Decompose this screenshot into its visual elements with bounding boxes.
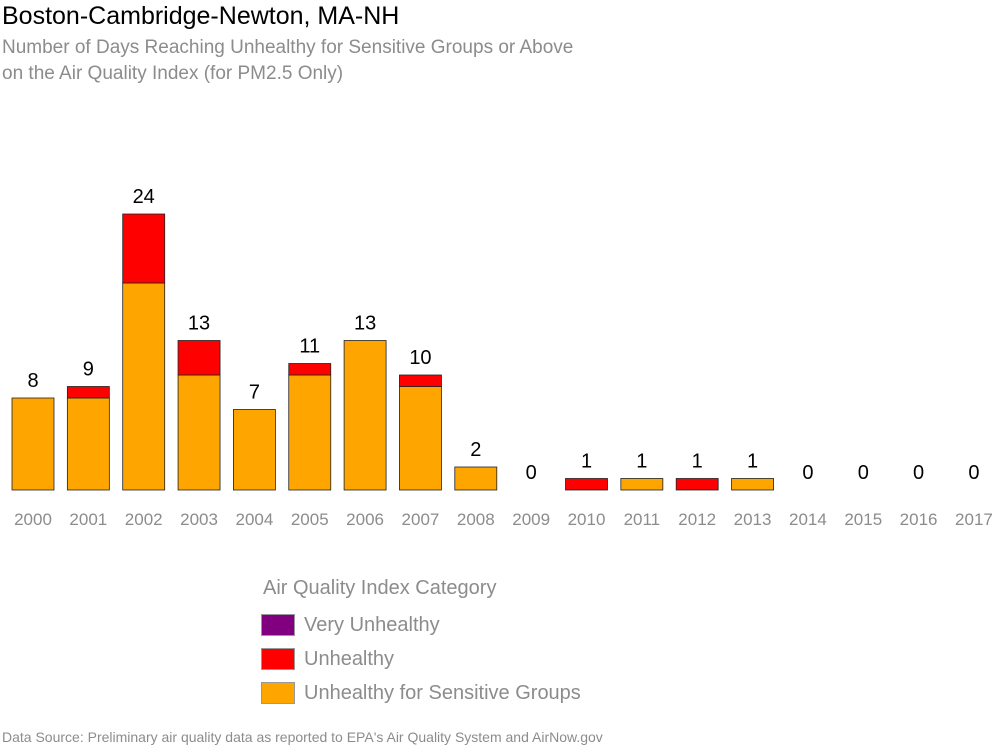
value-label-2005: 11	[299, 336, 320, 358]
bar-2001-unhealthy	[66, 386, 110, 399]
value-label-2014: 0	[802, 462, 813, 484]
bar-2004-unhealthy-for-sensitive-groups	[232, 409, 276, 491]
value-label-2000: 8	[27, 370, 38, 392]
x-tick-label-2002: 2002	[125, 510, 163, 529]
x-tick-label-2012: 2012	[678, 510, 716, 529]
x-tick-label-2009: 2009	[512, 510, 550, 529]
x-tick-label-2017: 2017	[955, 510, 993, 529]
x-tick-label-2006: 2006	[346, 510, 384, 529]
value-label-2011: 1	[636, 451, 647, 473]
x-tick-label-2005: 2005	[291, 510, 329, 529]
legend-label-very-unhealthy: Very Unhealthy	[304, 613, 440, 636]
value-label-2001: 9	[83, 359, 94, 381]
bar-2013-unhealthy-for-sensitive-groups	[731, 478, 774, 491]
value-label-2003: 13	[188, 313, 210, 335]
value-label-2006: 13	[354, 313, 376, 335]
legend-swatch-unhealthy-sensitive	[261, 682, 295, 704]
bar-2001-unhealthy-for-sensitive-groups	[66, 397, 110, 491]
legend-label-unhealthy-sensitive: Unhealthy for Sensitive Groups	[304, 681, 581, 704]
bar-2007-unhealthy	[399, 374, 442, 387]
bar-2012-unhealthy	[675, 478, 719, 491]
x-tick-label-2016: 2016	[900, 510, 938, 529]
legend-item-unhealthy-sensitive: Unhealthy for Sensitive Groups	[261, 680, 581, 706]
bar-2006-unhealthy-for-sensitive-groups	[343, 340, 387, 491]
bar-2002-unhealthy-for-sensitive-groups	[122, 282, 166, 491]
x-tick-label-2001: 2001	[69, 510, 107, 529]
chart-title: Boston-Cambridge-Newton, MA-NH	[2, 2, 400, 30]
chart-subtitle-line2: on the Air Quality Index (for PM2.5 Only…	[2, 63, 344, 84]
x-tick-label-2004: 2004	[235, 510, 273, 529]
x-tick-label-2013: 2013	[734, 510, 772, 529]
value-label-2013: 1	[747, 451, 758, 473]
x-tick-label-2014: 2014	[789, 510, 827, 529]
bar-2005-unhealthy-for-sensitive-groups	[288, 374, 332, 491]
bar-2003-unhealthy-for-sensitive-groups	[177, 374, 221, 491]
bar-2005-unhealthy	[288, 363, 332, 376]
bar-2008-unhealthy-for-sensitive-groups	[454, 466, 498, 491]
legend-item-very-unhealthy: Very Unhealthy	[261, 612, 440, 638]
bar-chart: 8200092001242002132003720041120051320061…	[11, 186, 993, 529]
legend-label-unhealthy: Unhealthy	[304, 647, 395, 670]
bar-2000-unhealthy-for-sensitive-groups	[11, 397, 55, 491]
legend-swatch-unhealthy	[261, 648, 295, 670]
x-tick-label-2007: 2007	[402, 510, 440, 529]
legend-title: Air Quality Index Category	[263, 577, 497, 599]
value-label-2015: 0	[858, 462, 869, 484]
chart-subtitle-line1: Number of Days Reaching Unhealthy for Se…	[2, 37, 574, 58]
x-tick-label-2011: 2011	[624, 510, 661, 529]
data-source-footer: Data Source: Preliminary air quality dat…	[2, 729, 603, 745]
bar-2010-unhealthy	[565, 478, 608, 491]
legend-item-unhealthy: Unhealthy	[261, 646, 394, 672]
value-label-2007: 10	[409, 347, 431, 369]
value-label-2002: 24	[133, 186, 155, 208]
x-tick-label-2015: 2015	[844, 510, 882, 529]
value-label-2008: 2	[470, 439, 481, 461]
bar-2011-unhealthy-for-sensitive-groups	[620, 478, 664, 491]
value-label-2010: 1	[581, 451, 592, 473]
bar-2002-unhealthy	[122, 213, 166, 284]
value-label-2009: 0	[526, 462, 537, 484]
value-label-2016: 0	[913, 462, 924, 484]
bar-2007-unhealthy-for-sensitive-groups	[399, 386, 442, 491]
value-label-2012: 1	[692, 451, 703, 473]
x-tick-label-2003: 2003	[180, 510, 218, 529]
bar-2003-unhealthy	[177, 340, 221, 376]
x-tick-label-2010: 2010	[568, 510, 606, 529]
value-label-2004: 7	[249, 382, 260, 404]
value-label-2017: 0	[968, 462, 979, 484]
x-tick-label-2008: 2008	[457, 510, 495, 529]
x-tick-label-2000: 2000	[14, 510, 52, 529]
legend-swatch-very-unhealthy	[261, 614, 295, 636]
